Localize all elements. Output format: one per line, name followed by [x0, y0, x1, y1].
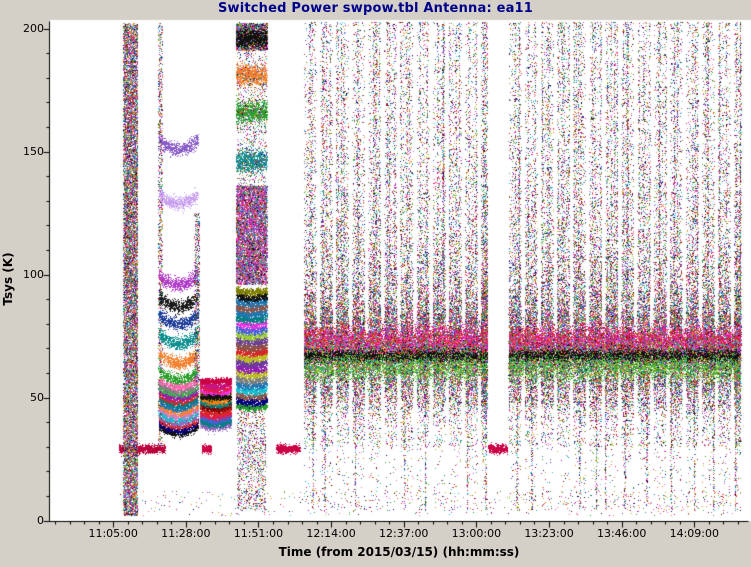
x-tick-label: 11:05:00 [88, 527, 138, 540]
y-tick-label: 100 [23, 267, 44, 281]
y-tick-label: 150 [23, 144, 44, 158]
y-tick-label: 0 [37, 513, 44, 527]
x-tick-label: 11:28:00 [161, 527, 211, 540]
plot-title: Switched Power swpow.tbl Antenna: ea11 [217, 1, 534, 16]
x-tick-label: 13:46:00 [596, 527, 647, 540]
x-tick-label: 13:23:00 [524, 527, 574, 540]
x-tick-label: 12:14:00 [306, 527, 356, 540]
x-axis-label: Time (from 2015/03/15) (hh:mm:ss) [278, 545, 520, 559]
y-tick-label: 50 [30, 390, 44, 404]
x-tick-label: 14:09:00 [669, 527, 719, 540]
x-tick-label: 13:00:00 [451, 527, 502, 540]
y-tick-label: 200 [23, 21, 44, 35]
x-tick-label: 11:51:00 [233, 527, 284, 540]
x-tick-label: 12:37:00 [379, 527, 429, 540]
